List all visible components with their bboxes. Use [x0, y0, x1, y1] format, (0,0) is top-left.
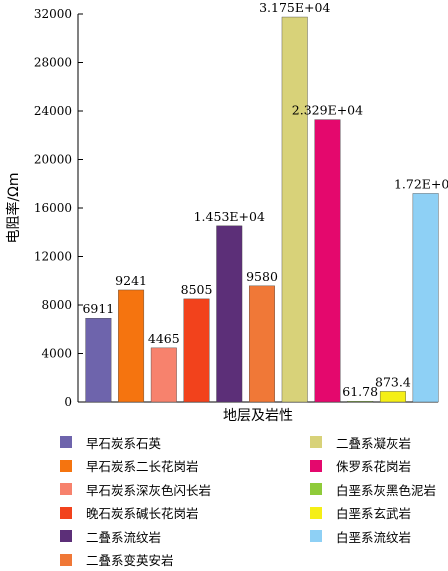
bar	[249, 285, 275, 403]
legend-item: 二叠系变英安岩	[60, 550, 174, 570]
bar	[379, 391, 406, 403]
x-axis-label: 地层及岩性	[223, 408, 293, 424]
legend-swatch	[310, 483, 322, 495]
bar	[347, 401, 374, 403]
legend-item: 早石炭系深灰色闪长岩	[60, 479, 211, 499]
legend-swatch	[60, 553, 72, 566]
bar	[85, 318, 112, 403]
y-tick-label: 24000	[34, 104, 72, 118]
legend-swatch	[310, 506, 322, 519]
y-tick-label: 12000	[34, 250, 72, 264]
data-label: 1.72E+04	[394, 176, 448, 191]
bar	[281, 16, 308, 403]
y-tick-label: 4000	[41, 347, 72, 361]
legend-label: 二叠系流纹岩	[86, 529, 162, 545]
data-label: 9241	[115, 273, 147, 288]
bar	[216, 225, 243, 403]
legend-label: 早石炭系二长花岗岩	[86, 459, 199, 474]
legend-item: 晚石炭系碱长花岗岩	[60, 503, 199, 523]
legend-item: 白垩系流纹岩	[310, 526, 411, 546]
legend-swatch	[310, 436, 322, 448]
bar	[314, 119, 341, 403]
data-label: 873.4	[375, 374, 411, 389]
bar-chart: 电阻率/Ωm 地层及岩性 0 4000 8000 12000 16000 20000 240…	[5, 0, 448, 424]
legend-swatch	[310, 459, 322, 472]
bar	[150, 347, 177, 403]
legend-swatch	[60, 459, 72, 472]
legend-item: 白垩系玄武岩	[310, 503, 411, 523]
y-tick-label: 28000	[34, 56, 72, 70]
y-axis-label: 电阻率/Ωm	[5, 172, 22, 243]
data-label: 3.175E+04	[259, 0, 330, 15]
legend-label: 二叠系变英安岩	[86, 553, 174, 568]
legend-label: 晚石炭系碱长花岗岩	[86, 506, 199, 521]
legend-item: 早石炭系二长花岗岩	[60, 456, 199, 476]
data-label: 9580	[246, 269, 278, 284]
legend-swatch	[60, 483, 72, 495]
y-tick-label: 20000	[34, 153, 72, 167]
legend-swatch	[310, 530, 322, 542]
legend-label: 早石炭系石英	[86, 435, 162, 451]
legend-swatch	[60, 506, 72, 519]
y-tick-label: 16000	[34, 201, 72, 215]
data-label: 61.78	[342, 384, 378, 399]
legend-item: 早石炭系石英	[60, 432, 161, 452]
bar	[118, 289, 145, 403]
legend-label: 二叠系凝灰岩	[336, 435, 412, 451]
bar	[412, 193, 439, 403]
bar	[183, 298, 210, 403]
data-label: 4465	[148, 331, 180, 346]
legend-swatch	[60, 530, 72, 542]
legend-label: 白垩系流纹岩	[336, 529, 412, 545]
legend-item: 白垩系灰黑色泥岩	[310, 479, 436, 499]
legend-swatch	[60, 436, 72, 448]
data-label: 1.453E+04	[194, 209, 265, 224]
y-tick-label: 32000	[34, 7, 72, 21]
y-tick-label: 8000	[41, 298, 72, 312]
data-label: 2.329E+04	[292, 103, 363, 118]
legend-item: 侏罗系花岗岩	[310, 456, 411, 476]
y-tick-label: 0	[64, 395, 72, 409]
legend-item: 二叠系凝灰岩	[310, 432, 411, 452]
data-label: 8505	[181, 282, 213, 297]
legend-label: 白垩系灰黑色泥岩	[336, 482, 437, 498]
legend-label: 白垩系玄武岩	[336, 506, 412, 521]
legend-label: 早石炭系深灰色闪长岩	[86, 482, 212, 498]
legend-item: 二叠系流纹岩	[60, 526, 161, 546]
data-label: 6911	[82, 301, 114, 316]
legend-label: 侏罗系花岗岩	[336, 459, 412, 474]
